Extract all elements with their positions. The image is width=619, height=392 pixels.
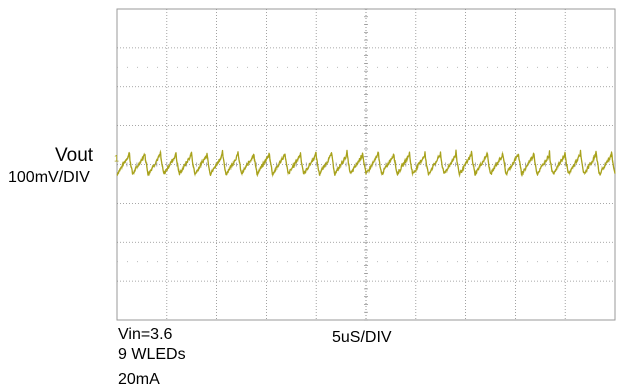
- channel-scale-label: 100mV/DIV: [8, 169, 90, 186]
- timebase-label: 5uS/DIV: [332, 329, 392, 346]
- vout-ripple-trace-shadow: [116, 149, 616, 178]
- condition-current-label: 20mA: [118, 371, 160, 388]
- channel-name-label: Vout: [55, 145, 94, 166]
- condition-leds-label: 9 WLEDs: [118, 346, 186, 363]
- channel-marker: 1: [114, 154, 119, 164]
- condition-vin-label: Vin=3.6: [118, 326, 173, 343]
